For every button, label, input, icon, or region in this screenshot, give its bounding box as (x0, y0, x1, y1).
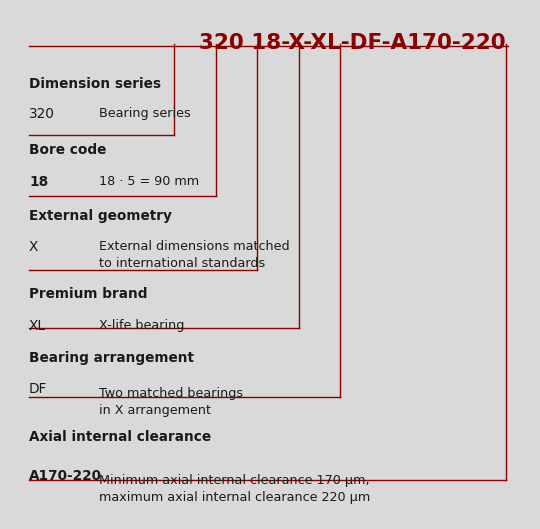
Text: External geometry: External geometry (29, 208, 172, 223)
Text: Premium brand: Premium brand (29, 287, 147, 302)
Text: X-life bearing: X-life bearing (99, 319, 184, 332)
Text: Bearing series: Bearing series (99, 107, 191, 120)
Text: 320 18-X-XL-DF-A170-220: 320 18-X-XL-DF-A170-220 (199, 33, 506, 53)
Text: External dimensions matched
to international standards: External dimensions matched to internati… (99, 240, 289, 270)
Text: Two matched bearings
in X arrangement: Two matched bearings in X arrangement (99, 387, 243, 417)
Text: 18 · 5 = 90 mm: 18 · 5 = 90 mm (99, 175, 199, 188)
Text: DF: DF (29, 382, 48, 396)
Text: Axial internal clearance: Axial internal clearance (29, 430, 211, 443)
Text: 18: 18 (29, 175, 48, 189)
Text: XL: XL (29, 319, 46, 333)
Text: Dimension series: Dimension series (29, 77, 161, 90)
Text: Minimum axial internal clearance 170 μm,
maximum axial internal clearance 220 μm: Minimum axial internal clearance 170 μm,… (99, 474, 370, 504)
Text: X: X (29, 240, 38, 254)
Text: Bearing arrangement: Bearing arrangement (29, 351, 194, 365)
Text: A170-220: A170-220 (29, 469, 102, 482)
Text: Bore code: Bore code (29, 143, 106, 157)
Text: 320: 320 (29, 107, 55, 121)
